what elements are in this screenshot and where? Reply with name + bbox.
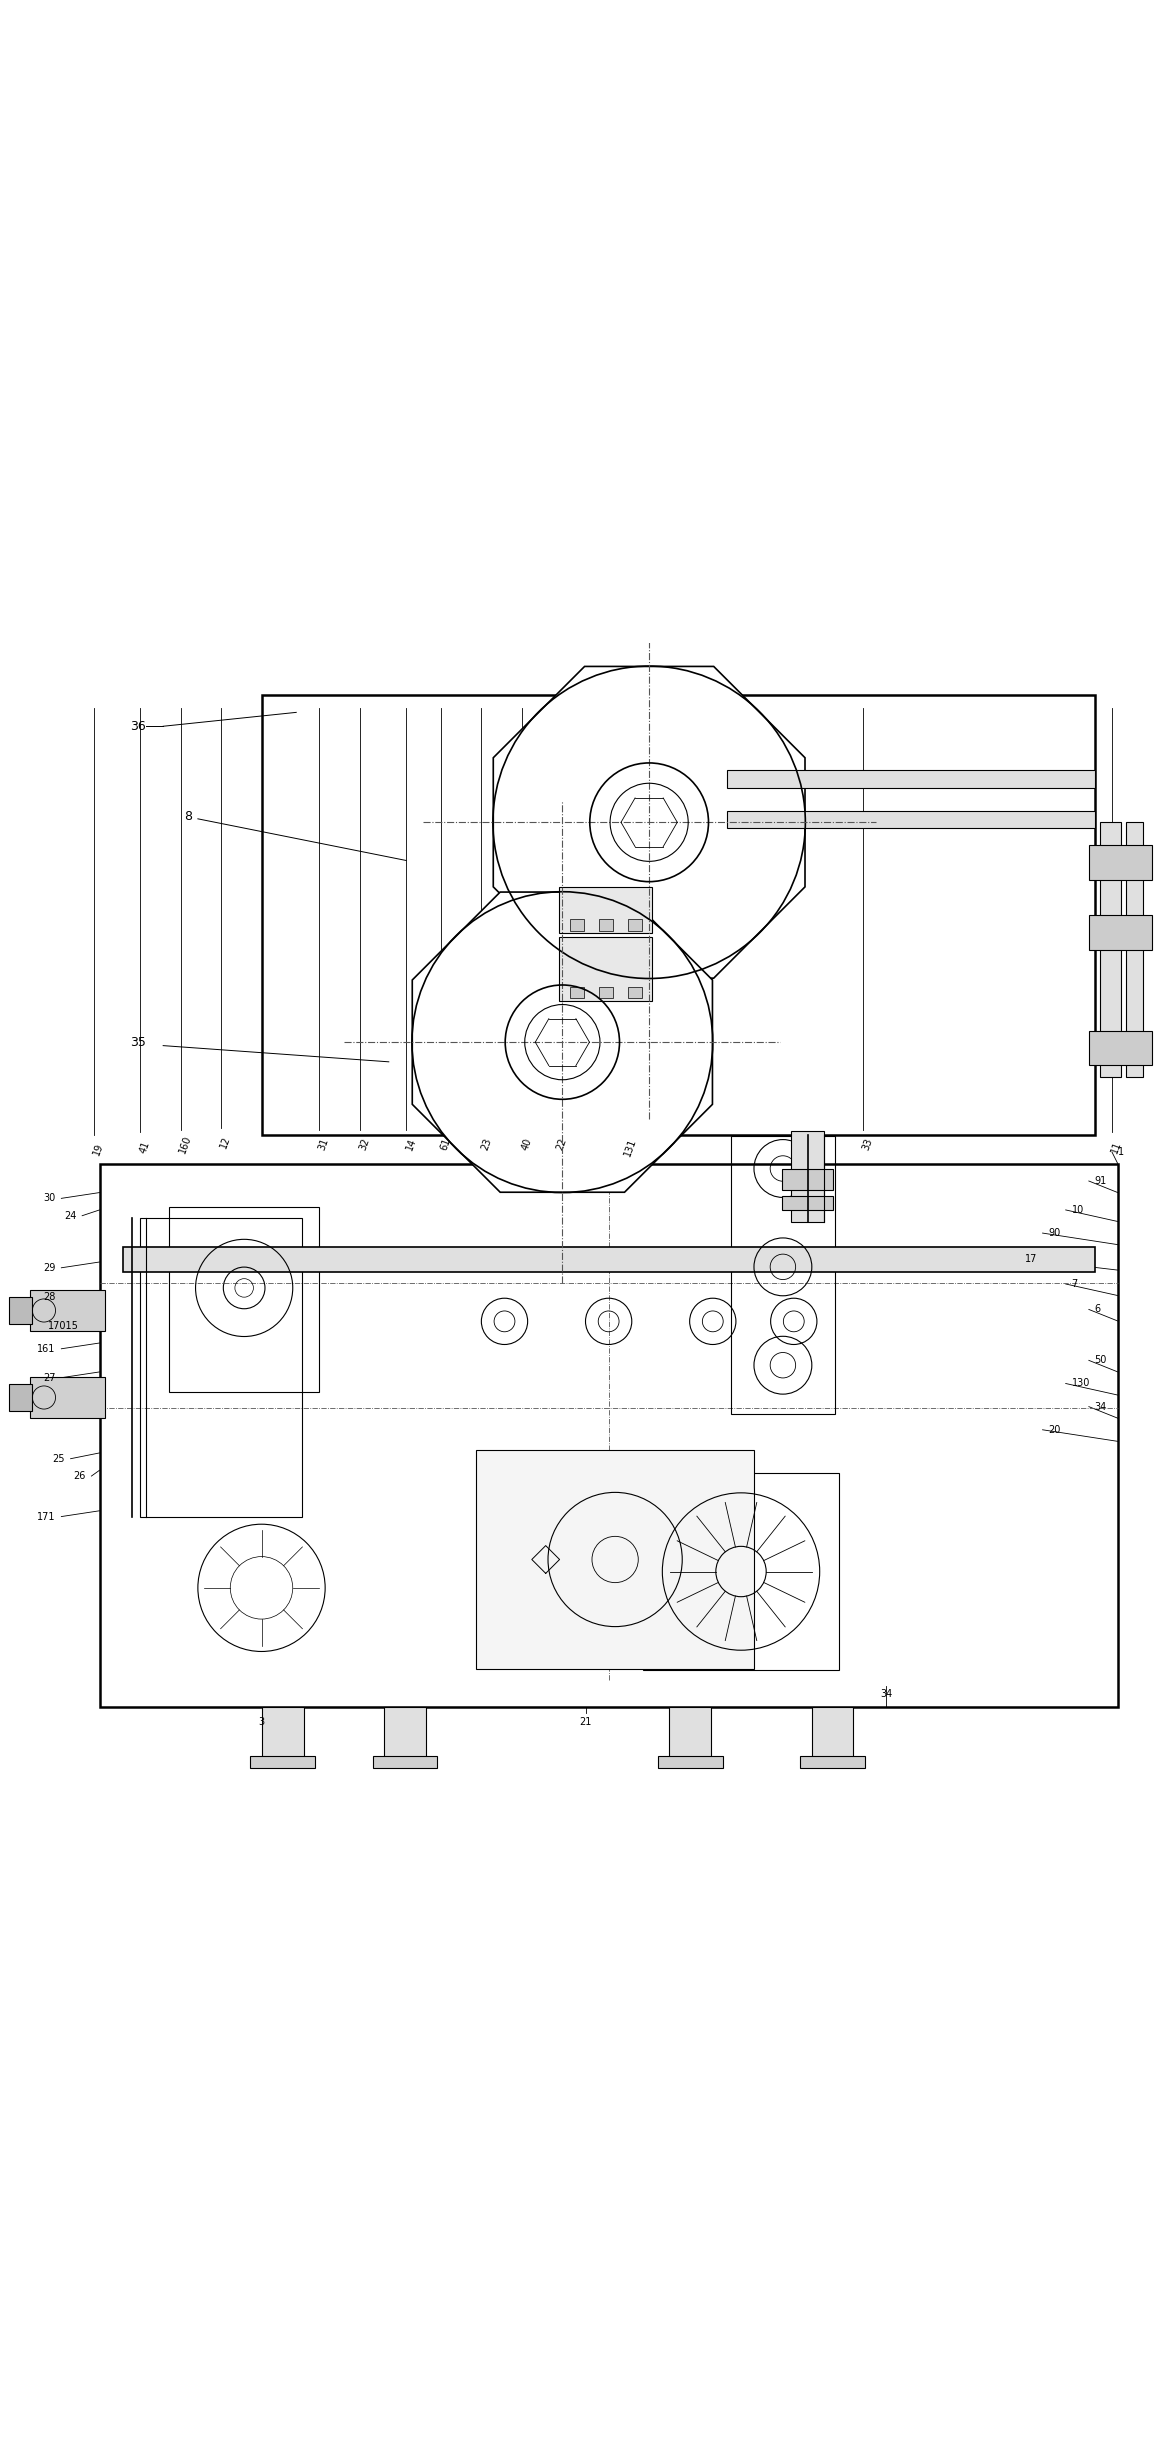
Bar (262, 1708, 303, 1764)
Text: 33: 33 (861, 1136, 875, 1153)
Bar (670, 1708, 711, 1764)
Bar (812, 1708, 854, 1764)
Text: 34: 34 (1095, 1402, 1107, 1412)
Bar (384, 1708, 426, 1764)
Text: 22: 22 (554, 1136, 568, 1153)
Bar (251, 1757, 315, 1769)
Text: 10: 10 (1071, 1204, 1083, 1214)
Text: 29: 29 (43, 1263, 55, 1273)
Bar (628, 987, 642, 999)
Bar (261, 694, 1095, 1134)
Bar (30, 1378, 105, 1419)
Bar (477, 1449, 754, 1669)
Text: 7: 7 (1071, 1280, 1077, 1290)
Bar (9, 1297, 33, 1324)
Text: 28: 28 (43, 1292, 55, 1302)
Bar (800, 1757, 865, 1769)
Bar (100, 1163, 1118, 1708)
Text: 26: 26 (74, 1471, 85, 1480)
Text: 21: 21 (580, 1717, 591, 1727)
Text: 14: 14 (404, 1136, 418, 1153)
Text: 131: 131 (623, 1136, 638, 1158)
Bar (782, 1197, 833, 1209)
Text: 25: 25 (53, 1454, 64, 1463)
Bar (141, 1219, 302, 1517)
Bar (1101, 823, 1122, 1077)
Bar (1089, 914, 1152, 950)
Text: 6: 6 (1095, 1305, 1101, 1314)
Bar (658, 1757, 723, 1769)
Bar (727, 811, 1095, 828)
Bar (1125, 823, 1143, 1077)
Text: 130: 130 (1071, 1378, 1090, 1388)
Text: 12: 12 (219, 1134, 233, 1151)
Text: 34: 34 (881, 1688, 892, 1698)
Text: 17: 17 (1025, 1253, 1038, 1263)
Bar (782, 1170, 833, 1190)
Text: 61: 61 (439, 1136, 452, 1153)
Text: 31: 31 (317, 1136, 331, 1153)
Text: 1: 1 (1118, 1148, 1124, 1158)
Bar (169, 1207, 320, 1393)
Bar (1089, 1031, 1152, 1065)
Bar (727, 770, 1095, 787)
Polygon shape (493, 667, 804, 977)
Bar (123, 1246, 1095, 1273)
Text: 161: 161 (37, 1344, 55, 1353)
Text: 3: 3 (259, 1717, 265, 1727)
Text: 32: 32 (358, 1136, 371, 1153)
Bar (731, 1136, 835, 1414)
Text: 41: 41 (138, 1138, 151, 1153)
Bar (643, 1473, 840, 1671)
Text: 40: 40 (520, 1136, 533, 1153)
Bar (598, 987, 612, 999)
Text: 160: 160 (177, 1134, 193, 1156)
Bar (792, 1131, 824, 1222)
Text: 171: 171 (37, 1512, 55, 1522)
Text: 23: 23 (479, 1136, 493, 1153)
Bar (372, 1757, 438, 1769)
Text: 11: 11 (1110, 1138, 1123, 1153)
Text: 35: 35 (130, 1036, 146, 1048)
Text: 30: 30 (43, 1192, 55, 1204)
Text: 50: 50 (1095, 1356, 1107, 1366)
Text: 27: 27 (43, 1373, 55, 1383)
Bar (560, 938, 652, 1002)
Text: 90: 90 (1048, 1229, 1061, 1239)
Text: 91: 91 (1095, 1175, 1107, 1185)
Text: 20: 20 (1048, 1424, 1061, 1434)
Bar (598, 919, 612, 931)
Bar (9, 1383, 33, 1412)
Bar (570, 987, 584, 999)
Bar (628, 919, 642, 931)
Text: 24: 24 (64, 1212, 76, 1222)
Bar (570, 919, 584, 931)
Text: 36: 36 (130, 721, 146, 733)
Text: 8: 8 (184, 811, 192, 823)
Text: 17015: 17015 (48, 1322, 78, 1331)
Bar (30, 1290, 105, 1331)
Text: 19: 19 (91, 1141, 105, 1156)
Bar (560, 887, 652, 933)
Polygon shape (412, 892, 712, 1192)
Bar (1089, 845, 1152, 879)
